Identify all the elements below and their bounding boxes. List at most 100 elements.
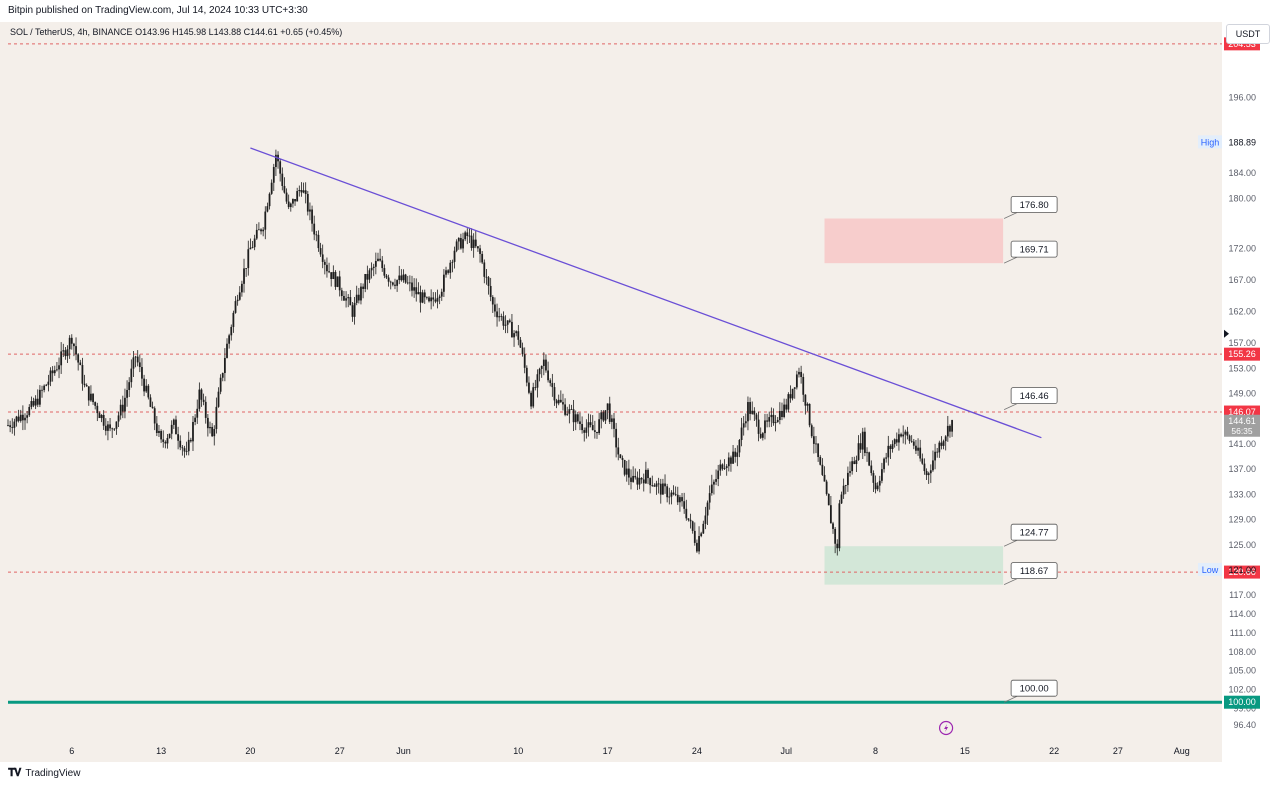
candle-body: [228, 335, 231, 344]
candle-body: [761, 433, 764, 438]
candle-body: [487, 277, 490, 286]
candle-body: [485, 276, 488, 278]
x-tick-label: Aug: [1174, 746, 1190, 756]
x-tick-label: Jun: [396, 746, 411, 756]
candle-body: [855, 459, 858, 465]
candle-body: [829, 505, 832, 524]
candle-body: [657, 483, 660, 485]
candle-body: [347, 297, 350, 299]
callout-box: [1010, 240, 1058, 258]
x-tick-label: 27: [335, 746, 345, 756]
candle-body: [270, 182, 273, 194]
price-tag-box: [1224, 695, 1260, 709]
candle-body: [189, 439, 192, 442]
candle-body: [366, 273, 369, 280]
resistance-zone: [824, 218, 1004, 264]
candle-body: [940, 442, 943, 446]
candle-body: [240, 283, 243, 293]
candle-body: [581, 424, 584, 431]
candle-body: [11, 427, 14, 428]
high-marker-box: [1198, 135, 1222, 149]
candle-body: [929, 470, 932, 474]
candle-body: [81, 365, 84, 384]
candle-body: [851, 461, 854, 472]
candle-body: [453, 250, 456, 262]
candle-body: [275, 154, 277, 168]
candle-body: [49, 370, 52, 382]
candle-body: [559, 399, 562, 403]
candle-body: [553, 387, 556, 401]
candle-body: [600, 412, 603, 420]
symbol-name: SOL / TetherUS, 4h, BINANCE: [10, 27, 133, 37]
candle-body: [464, 232, 467, 240]
candle-body: [130, 368, 133, 383]
candle-body: [864, 431, 866, 453]
y-tick-label: 180.00: [1228, 193, 1256, 203]
chart-area[interactable]: 176.80 169.71 146.46 124.77 118.67 100.00 96.4…: [0, 22, 1280, 762]
currency-button[interactable]: USDT: [1226, 24, 1270, 44]
candle-body: [153, 408, 156, 424]
candle-body: [47, 381, 50, 385]
candle-body: [691, 521, 694, 531]
candle-body: [642, 479, 645, 484]
candle-body: [417, 292, 420, 295]
candle-body: [593, 430, 596, 432]
candle-body: [768, 417, 771, 422]
candle-body: [379, 258, 382, 261]
candle-body: [946, 425, 949, 437]
candle-body: [772, 414, 775, 424]
candle-body: [223, 357, 226, 374]
candle-body: [415, 287, 418, 295]
publish-text: Bitpin published on TradingView.com, Jul…: [8, 5, 308, 16]
x-tick-label: 20: [245, 746, 255, 756]
candle-body: [912, 441, 915, 446]
candle-body: [800, 371, 803, 377]
candle-body: [700, 533, 703, 537]
price-chart[interactable]: 176.80 169.71 146.46 124.77 118.67 100.00 96.4…: [0, 22, 1280, 762]
candle-body: [538, 368, 541, 375]
candle-body: [311, 209, 313, 224]
candle-body: [808, 403, 811, 426]
candle-body: [298, 189, 301, 192]
candle-body: [15, 416, 18, 422]
candle-body: [268, 193, 271, 207]
candle-body: [876, 485, 879, 490]
candle-body: [676, 494, 679, 503]
candle-body: [951, 420, 953, 432]
candle-body: [281, 173, 284, 186]
candle-body: [200, 389, 203, 400]
candle-body: [445, 270, 447, 275]
ohlc-values: O143.96 H145.98 L143.88 C144.61 +0.65 (+…: [135, 27, 343, 37]
candle-body: [878, 480, 881, 486]
candle-body: [472, 239, 475, 249]
candle-body: [477, 246, 479, 249]
candle-body: [853, 461, 856, 465]
candle-body: [391, 282, 394, 285]
candle-body: [815, 443, 817, 445]
candle-body: [398, 275, 401, 281]
candle-body: [895, 439, 898, 443]
callout-pointer: [1003, 256, 1018, 264]
candle-body: [100, 414, 103, 419]
candle-body: [372, 266, 375, 268]
candle-body: [338, 276, 341, 291]
candle-body: [591, 425, 594, 431]
candle-body: [251, 247, 254, 248]
candle-body: [744, 421, 747, 424]
candle-body: [727, 457, 730, 467]
candle-body: [528, 382, 530, 393]
callout-box: [1010, 196, 1058, 213]
candle-body: [162, 439, 165, 442]
candle-body: [606, 403, 609, 411]
candle-body: [164, 441, 167, 444]
candle-body: [702, 523, 705, 534]
lightning-bolt-icon: [944, 724, 949, 732]
candle-body: [547, 370, 549, 381]
y-tick-label: 172.00: [1228, 244, 1256, 254]
candle-body: [613, 418, 615, 429]
x-tick-label: Jul: [780, 746, 792, 756]
candle-body: [294, 198, 296, 202]
candle-body: [468, 235, 471, 237]
candle-body: [264, 211, 267, 230]
candle-body: [842, 485, 845, 495]
